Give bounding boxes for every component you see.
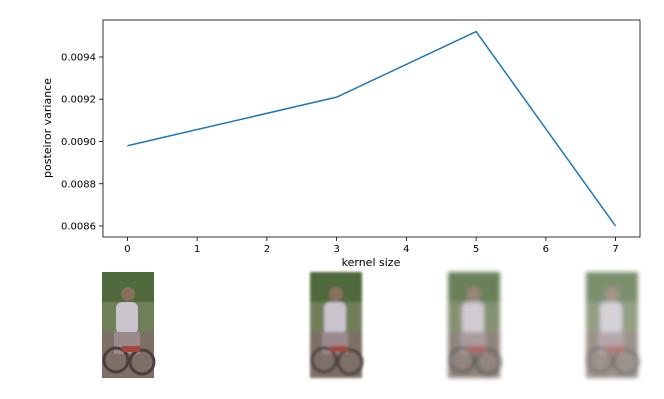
x-tick-label: 3 xyxy=(333,244,339,255)
y-axis-label: posteiror variance xyxy=(41,78,54,178)
x-tick-label: 6 xyxy=(543,244,549,255)
y-tick-label: 0.0094 xyxy=(61,52,96,63)
x-tick-label: 4 xyxy=(403,244,409,255)
y-tick-label: 0.0086 xyxy=(61,222,96,233)
x-tick-label: 1 xyxy=(194,244,200,255)
y-tick-label: 0.0090 xyxy=(61,137,96,148)
line-series xyxy=(127,30,617,227)
photo xyxy=(446,270,502,380)
photo xyxy=(308,270,364,380)
x-tick-label: 7 xyxy=(612,244,618,255)
x-axis-label: kernel size xyxy=(342,256,401,269)
plot-frame xyxy=(102,19,641,238)
photo-strip xyxy=(100,270,640,380)
y-tick-label: 0.0088 xyxy=(61,179,96,190)
photo xyxy=(584,270,640,380)
y-tick-label: 0.0092 xyxy=(61,95,96,106)
x-tick-label: 5 xyxy=(473,244,479,255)
x-tick-label: 0 xyxy=(124,244,130,255)
photo xyxy=(100,270,156,380)
x-tick-label: 2 xyxy=(264,244,270,255)
